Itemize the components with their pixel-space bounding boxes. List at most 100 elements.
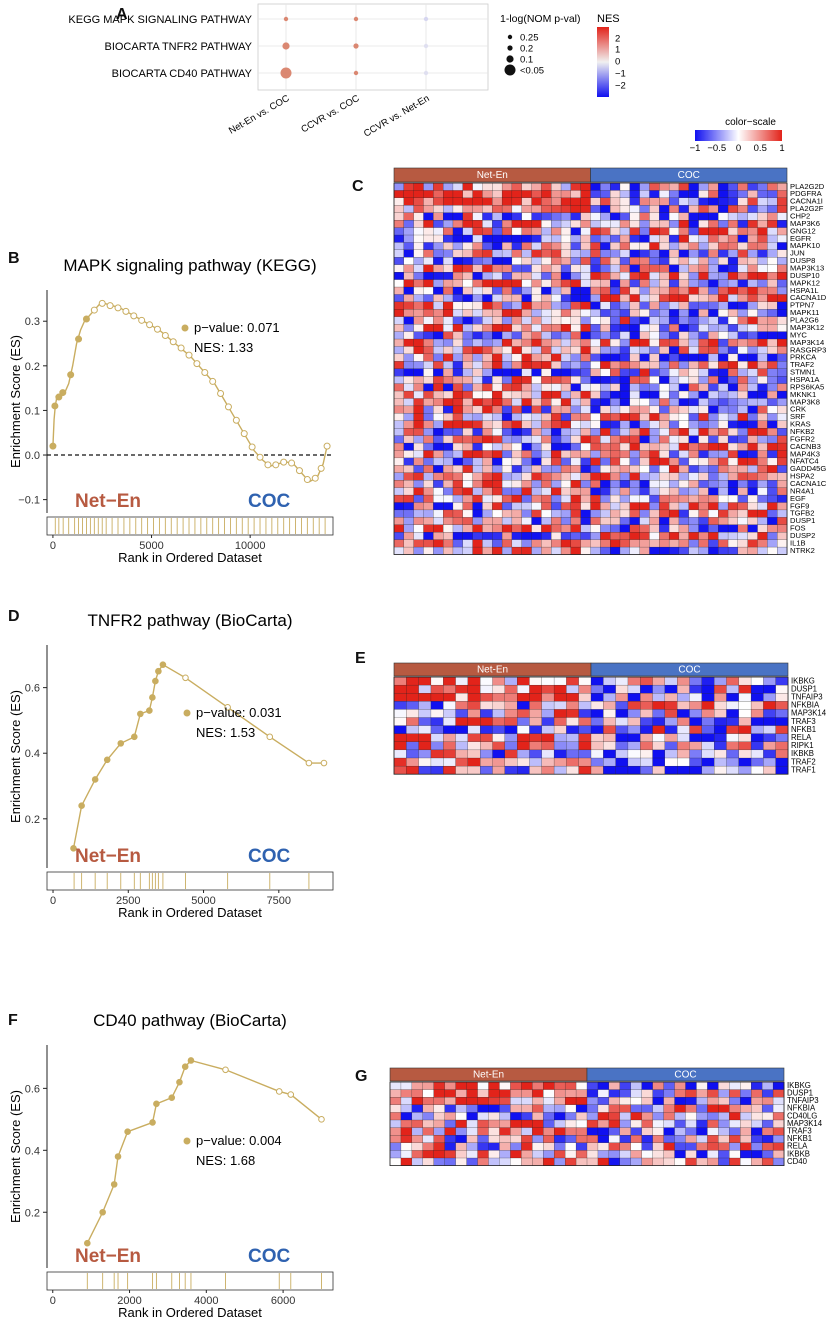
heatmap-cell bbox=[482, 405, 493, 414]
heatmap-cell bbox=[603, 701, 616, 710]
heatmap-cell bbox=[747, 390, 758, 399]
heatmap-cell bbox=[418, 765, 432, 775]
group-label-coc: COC bbox=[678, 665, 700, 676]
heatmap-cell bbox=[750, 709, 764, 718]
heatmap-cell bbox=[750, 676, 764, 686]
heatmap-cell bbox=[501, 197, 513, 206]
heatmap-cell bbox=[389, 1150, 402, 1159]
heatmap-cell bbox=[521, 361, 532, 370]
heatmap-cell bbox=[777, 494, 788, 503]
heatmap-cell bbox=[400, 1112, 413, 1121]
heatmap-cell bbox=[462, 450, 473, 459]
heatmap-cell bbox=[443, 220, 454, 228]
heatmap-cell bbox=[619, 1142, 632, 1151]
heatmap-cell bbox=[472, 398, 483, 407]
heatmap-cell bbox=[521, 249, 532, 258]
heatmap-cell bbox=[462, 480, 473, 488]
heatmap-cell bbox=[403, 376, 414, 384]
heatmap-cell bbox=[521, 1157, 533, 1166]
heatmap-cell bbox=[629, 517, 640, 526]
heatmap-cell bbox=[423, 294, 434, 303]
heatmap-cell bbox=[590, 509, 601, 518]
heatmap-cell bbox=[452, 532, 464, 540]
heatmap-cell bbox=[698, 390, 709, 399]
heatmap-cell bbox=[751, 1119, 763, 1128]
heatmap-cell bbox=[560, 494, 572, 503]
heatmap-cell bbox=[580, 457, 591, 466]
heatmap-cell bbox=[389, 1157, 402, 1166]
heatmap-cell bbox=[649, 331, 660, 340]
heatmap-cell bbox=[433, 212, 444, 221]
heatmap-cell bbox=[482, 487, 493, 496]
heatmap-cell bbox=[482, 234, 493, 243]
heatmap-cell bbox=[521, 480, 532, 488]
heatmap-cell bbox=[698, 234, 709, 243]
heatmap-cell bbox=[767, 353, 778, 362]
heatmap-cell bbox=[570, 182, 582, 191]
heatmap-cell bbox=[492, 249, 503, 258]
heatmap-cell bbox=[499, 1112, 511, 1121]
heatmap-cell bbox=[674, 1135, 686, 1144]
heatmap-cell bbox=[413, 234, 424, 243]
heatmap-cell bbox=[393, 546, 405, 555]
heatmap-cell bbox=[411, 1150, 424, 1159]
heatmap-cell bbox=[747, 190, 758, 199]
heatmap-cell bbox=[600, 502, 611, 511]
heatmap-cell bbox=[531, 272, 542, 280]
heatmap-cell bbox=[590, 465, 601, 474]
gsea-plot-cd40: CD40 pathway (BioCarta)0.20.40.6Enrichme… bbox=[8, 1011, 334, 1320]
heatmap-cell bbox=[492, 701, 506, 710]
heatmap-cell bbox=[751, 1089, 763, 1098]
heatmap-cell bbox=[659, 398, 670, 407]
heatmap-cell bbox=[462, 272, 473, 280]
heatmap-cell bbox=[777, 517, 788, 526]
heatmap-cell bbox=[501, 480, 513, 488]
heatmap-cell bbox=[775, 733, 789, 743]
heatmap-cell bbox=[462, 428, 473, 436]
heatmap-cell bbox=[532, 1127, 544, 1136]
heatmap-cell bbox=[570, 301, 582, 310]
heatmap-cell bbox=[619, 1157, 632, 1166]
heatmap-cell bbox=[696, 1089, 708, 1098]
heatmap-cell bbox=[462, 472, 473, 481]
heatmap-cell bbox=[737, 212, 749, 221]
heatmap-cell bbox=[511, 524, 523, 533]
heatmap-cell bbox=[452, 450, 464, 459]
heatmap-cell bbox=[570, 286, 582, 295]
heatmap-cell bbox=[477, 1089, 489, 1098]
heatmap-cell bbox=[619, 338, 631, 347]
heatmap-cell bbox=[708, 257, 719, 266]
heatmap-cell bbox=[551, 450, 562, 459]
heatmap-cell bbox=[393, 361, 405, 370]
heatmap-cell bbox=[492, 346, 503, 355]
heatmap-cell bbox=[737, 249, 749, 258]
heatmap-cell bbox=[718, 353, 729, 362]
heatmap-cell bbox=[629, 457, 640, 466]
heatmap-cell bbox=[551, 264, 562, 273]
heatmap-cell bbox=[531, 294, 542, 303]
heatmap-cell bbox=[443, 509, 454, 518]
heatmap-cell bbox=[688, 480, 699, 488]
heatmap-cell bbox=[510, 1157, 522, 1166]
heatmap-cell bbox=[575, 1157, 588, 1166]
heatmap-cell bbox=[413, 502, 424, 511]
heatmap-cell bbox=[698, 539, 709, 548]
heatmap-cell bbox=[629, 413, 640, 422]
heatmap-cell bbox=[521, 1150, 533, 1159]
heatmap-cell bbox=[610, 383, 621, 392]
heatmap-cell bbox=[727, 242, 739, 251]
heatmap-cell bbox=[603, 676, 616, 686]
heatmap-cell bbox=[603, 725, 616, 735]
heatmap-cell bbox=[668, 294, 680, 303]
heatmap-cell bbox=[455, 1112, 467, 1121]
heatmap-cell bbox=[492, 733, 506, 743]
heatmap-cell bbox=[619, 220, 631, 228]
heatmap-cell bbox=[600, 457, 611, 466]
heatmap-cell bbox=[777, 546, 788, 555]
heatmap-cell bbox=[727, 190, 739, 199]
heatmap-cell bbox=[423, 465, 434, 474]
heatmap-cell bbox=[727, 509, 739, 518]
heatmap-cell bbox=[688, 457, 699, 466]
heatmap-cell bbox=[608, 1119, 621, 1128]
heatmap-cell bbox=[541, 405, 552, 414]
